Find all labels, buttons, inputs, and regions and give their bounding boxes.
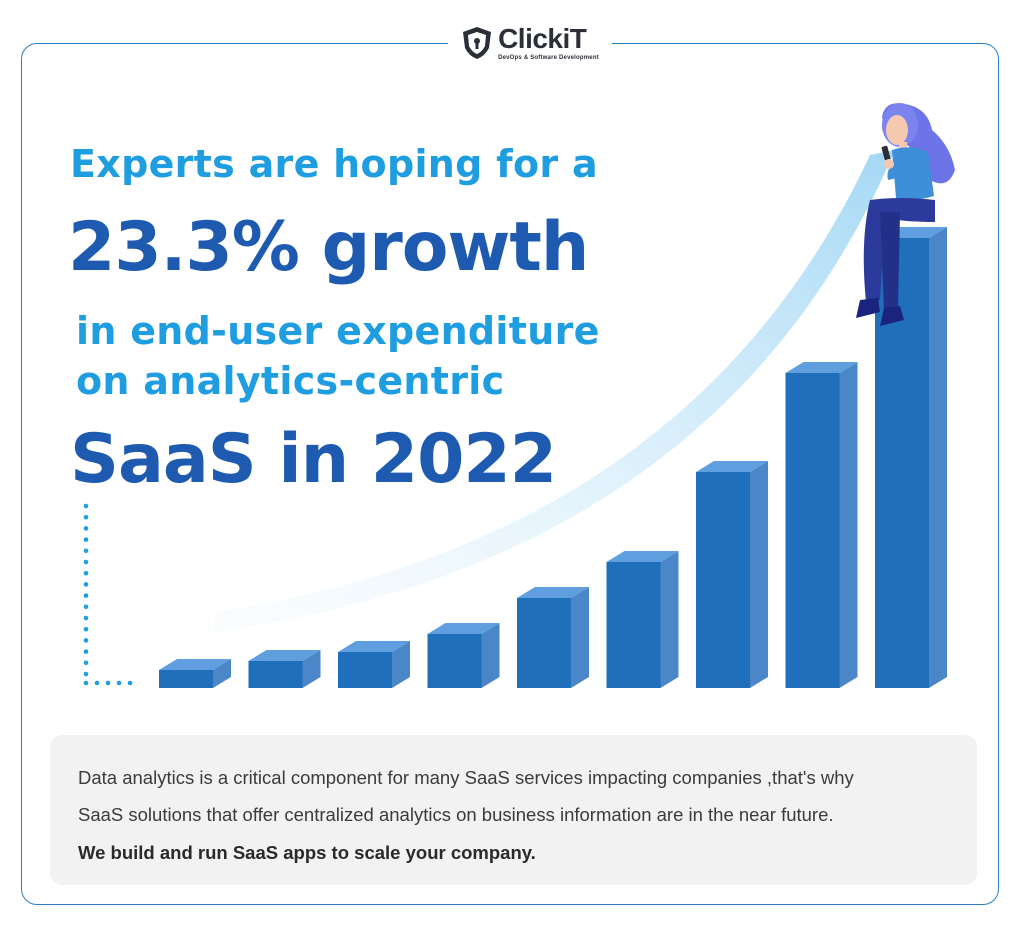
headline-line-1: Experts are hoping for a (70, 142, 598, 186)
brand-tagline: DevOps & Software Development (498, 55, 599, 61)
bar-1 (159, 659, 231, 688)
bar-6 (606, 551, 679, 688)
woman-sitting-with-phone-icon (856, 103, 955, 326)
info-line-1: Data analytics is a critical component f… (78, 767, 854, 788)
info-line-2: SaaS solutions that offer centralized an… (78, 804, 834, 825)
brand-name: ClickiT (498, 23, 587, 54)
bar-2 (248, 650, 321, 688)
bar-5 (517, 587, 589, 688)
headline-saas-year: SaaS in 2022 (70, 420, 557, 499)
bar-8 (785, 362, 858, 688)
dotted-guide (83, 503, 133, 686)
info-cta: We build and run SaaS apps to scale your… (78, 842, 536, 863)
bar-3 (338, 641, 410, 688)
headline-line-4: on analytics-centric (76, 359, 505, 403)
brand-logo: ClickiT DevOps & Software Development (448, 18, 612, 68)
headline-growth: 23.3% growth (68, 208, 589, 287)
headline-line-3: in end-user expenditure (76, 309, 600, 353)
bar-4 (427, 623, 500, 688)
shield-icon (463, 27, 492, 59)
info-panel: Data analytics is a critical component f… (50, 735, 977, 885)
bar-7 (696, 461, 768, 688)
